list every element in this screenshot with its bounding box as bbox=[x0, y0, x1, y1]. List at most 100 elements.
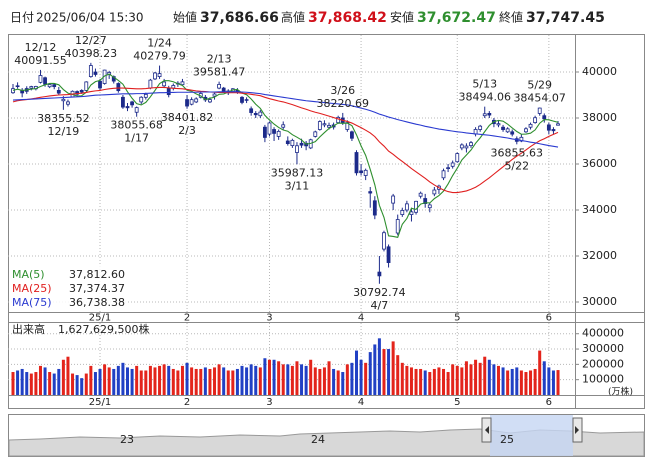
annotation-value: 38355.52 bbox=[37, 112, 90, 125]
volume-bar bbox=[474, 359, 478, 395]
legend-box bbox=[10, 266, 128, 310]
candle-body bbox=[327, 125, 331, 128]
candle-body bbox=[75, 91, 80, 95]
volume-bar bbox=[208, 368, 212, 395]
datetime: 2025/06/04 15:30 bbox=[36, 11, 144, 25]
volume-bar bbox=[442, 368, 446, 395]
y-tick-label: 36000 bbox=[582, 157, 617, 170]
volume-bar bbox=[139, 370, 143, 395]
volume-bar bbox=[43, 367, 47, 395]
volume-bar bbox=[240, 365, 244, 395]
candle-body bbox=[546, 124, 551, 131]
y-tick-label: 32000 bbox=[582, 249, 617, 262]
y-tick-label: 34000 bbox=[582, 203, 617, 216]
volume-bar bbox=[107, 367, 111, 395]
volume-bar bbox=[533, 368, 537, 395]
candle-body bbox=[409, 211, 414, 215]
ma-line bbox=[12, 86, 559, 194]
y-tick-label: 38000 bbox=[582, 111, 617, 124]
volume-bar bbox=[272, 359, 276, 395]
candle-body bbox=[359, 170, 363, 174]
legend-name: MA(25) bbox=[12, 282, 52, 295]
x-tick-label: 25/1 bbox=[89, 397, 111, 408]
volume-bar bbox=[547, 367, 551, 395]
volume-bar bbox=[286, 364, 290, 395]
candle-body bbox=[482, 113, 487, 117]
candle-body bbox=[272, 129, 276, 134]
candle-body bbox=[194, 98, 199, 103]
candle-body bbox=[276, 130, 281, 137]
volume-bar bbox=[437, 367, 441, 395]
candle-body bbox=[180, 81, 185, 86]
annotation-date: 2/13 bbox=[207, 53, 232, 66]
volume-bar bbox=[11, 372, 15, 395]
candle-body bbox=[148, 79, 153, 89]
volume-bar bbox=[235, 368, 239, 395]
volume-bar bbox=[350, 362, 354, 395]
x-tick-label: 5 bbox=[454, 313, 460, 324]
candle-body bbox=[258, 111, 263, 117]
volume-bar bbox=[368, 352, 372, 395]
volume-bar bbox=[71, 373, 75, 395]
volume-bar bbox=[322, 367, 326, 395]
date-label: 日付 bbox=[10, 11, 34, 25]
annotation-date: 1/24 bbox=[147, 37, 172, 50]
annotation-date: 3/26 bbox=[330, 84, 355, 97]
volume-bar bbox=[176, 370, 180, 395]
volume-bar bbox=[38, 365, 42, 395]
volume-bar bbox=[496, 365, 500, 395]
volume-bar bbox=[355, 350, 358, 395]
candle-body bbox=[295, 145, 299, 153]
navigator-window[interactable] bbox=[490, 415, 573, 456]
volume-bar bbox=[171, 368, 175, 395]
candle-body bbox=[212, 93, 217, 97]
volume-bar bbox=[190, 367, 194, 395]
candle-body bbox=[121, 96, 125, 108]
volume-bar bbox=[84, 373, 88, 395]
candle-body bbox=[11, 88, 15, 94]
volume-bar bbox=[464, 361, 468, 395]
volume-bar bbox=[48, 372, 52, 395]
candle-body bbox=[29, 86, 34, 89]
x-tick-label: 3 bbox=[266, 313, 272, 324]
volume-bar bbox=[29, 373, 33, 395]
volume-bar bbox=[510, 368, 514, 395]
volume-bar bbox=[400, 362, 404, 395]
candle-body bbox=[221, 87, 226, 92]
annotation-value: 38454.07 bbox=[513, 92, 566, 105]
volume-bar bbox=[432, 368, 436, 395]
x-tick-label: 6 bbox=[546, 313, 552, 324]
candle-body bbox=[427, 204, 432, 209]
x-tick-label: 5 bbox=[454, 397, 460, 408]
volume-bar bbox=[483, 356, 487, 395]
candle-body bbox=[528, 123, 533, 128]
candle-body bbox=[139, 96, 144, 103]
candle-body bbox=[382, 232, 386, 250]
volume-bar bbox=[373, 344, 377, 395]
candle-body bbox=[537, 107, 542, 114]
volume-bar bbox=[66, 356, 70, 395]
volume-bar bbox=[419, 368, 423, 395]
volume-bar bbox=[162, 364, 166, 395]
annotation-value: 38494.06 bbox=[458, 91, 511, 104]
volume-bar bbox=[75, 375, 79, 395]
legend-name: MA(75) bbox=[12, 296, 52, 309]
legend-value: 36,738.38 bbox=[69, 296, 125, 309]
volume-bar bbox=[203, 367, 207, 395]
candle-body bbox=[185, 99, 189, 107]
volume-unit: (万株) bbox=[608, 386, 633, 398]
candle-body bbox=[524, 128, 528, 133]
navigator-label: 23 bbox=[120, 433, 134, 446]
volume-bar bbox=[167, 365, 171, 395]
legend-value: 37,812.60 bbox=[69, 268, 125, 281]
volume-bar bbox=[148, 365, 152, 395]
candle-body bbox=[432, 189, 437, 195]
x-tick-label: 3 bbox=[266, 397, 272, 408]
y-tick-label: 40000 bbox=[582, 65, 617, 78]
close-value: 37,747.45 bbox=[526, 10, 605, 26]
low-label: 安値 bbox=[390, 10, 414, 25]
volume-bar bbox=[414, 368, 418, 395]
candle-body bbox=[208, 99, 212, 103]
volume-bar bbox=[313, 367, 317, 395]
candle-body bbox=[290, 139, 295, 147]
